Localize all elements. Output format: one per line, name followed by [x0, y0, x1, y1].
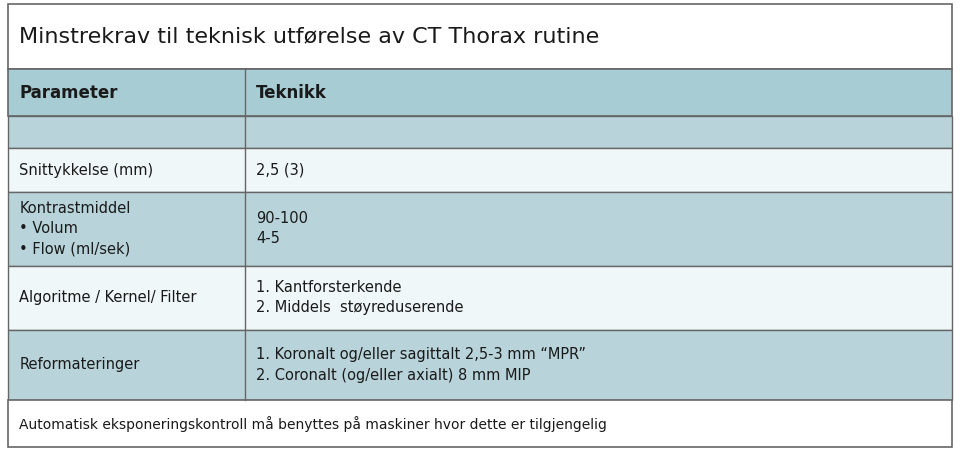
Text: 1. Koronalt og/eller sagittalt 2,5-3 mm “MPR”
2. Coronalt (og/eller axialt) 8 mm: 1. Koronalt og/eller sagittalt 2,5-3 mm …: [256, 347, 587, 382]
Bar: [8, 69, 952, 116]
Text: Parameter: Parameter: [19, 84, 118, 102]
Text: Reformateringer: Reformateringer: [19, 357, 139, 372]
Text: 90-100
4-5: 90-100 4-5: [256, 211, 308, 247]
Text: 1. Kantforsterkende
2. Middels  støyreduserende: 1. Kantforsterkende 2. Middels støyredus…: [256, 280, 464, 315]
Text: Algoritme / Kernel/ Filter: Algoritme / Kernel/ Filter: [19, 290, 197, 305]
Bar: [8, 116, 952, 148]
Text: Teknikk: Teknikk: [256, 84, 327, 102]
Text: Kontrastmiddel
• Volum
• Flow (ml/sek): Kontrastmiddel • Volum • Flow (ml/sek): [19, 201, 131, 256]
Text: Snittykkelse (mm): Snittykkelse (mm): [19, 162, 154, 178]
Text: Automatisk eksponeringskontroll må benyttes på maskiner hvor dette er tilgjengel: Automatisk eksponeringskontroll må benyt…: [19, 416, 607, 432]
Bar: [8, 148, 952, 192]
Text: Minstrekrav til teknisk utførelse av CT Thorax rutine: Minstrekrav til teknisk utførelse av CT …: [19, 27, 599, 47]
Text: 2,5 (3): 2,5 (3): [256, 162, 304, 178]
